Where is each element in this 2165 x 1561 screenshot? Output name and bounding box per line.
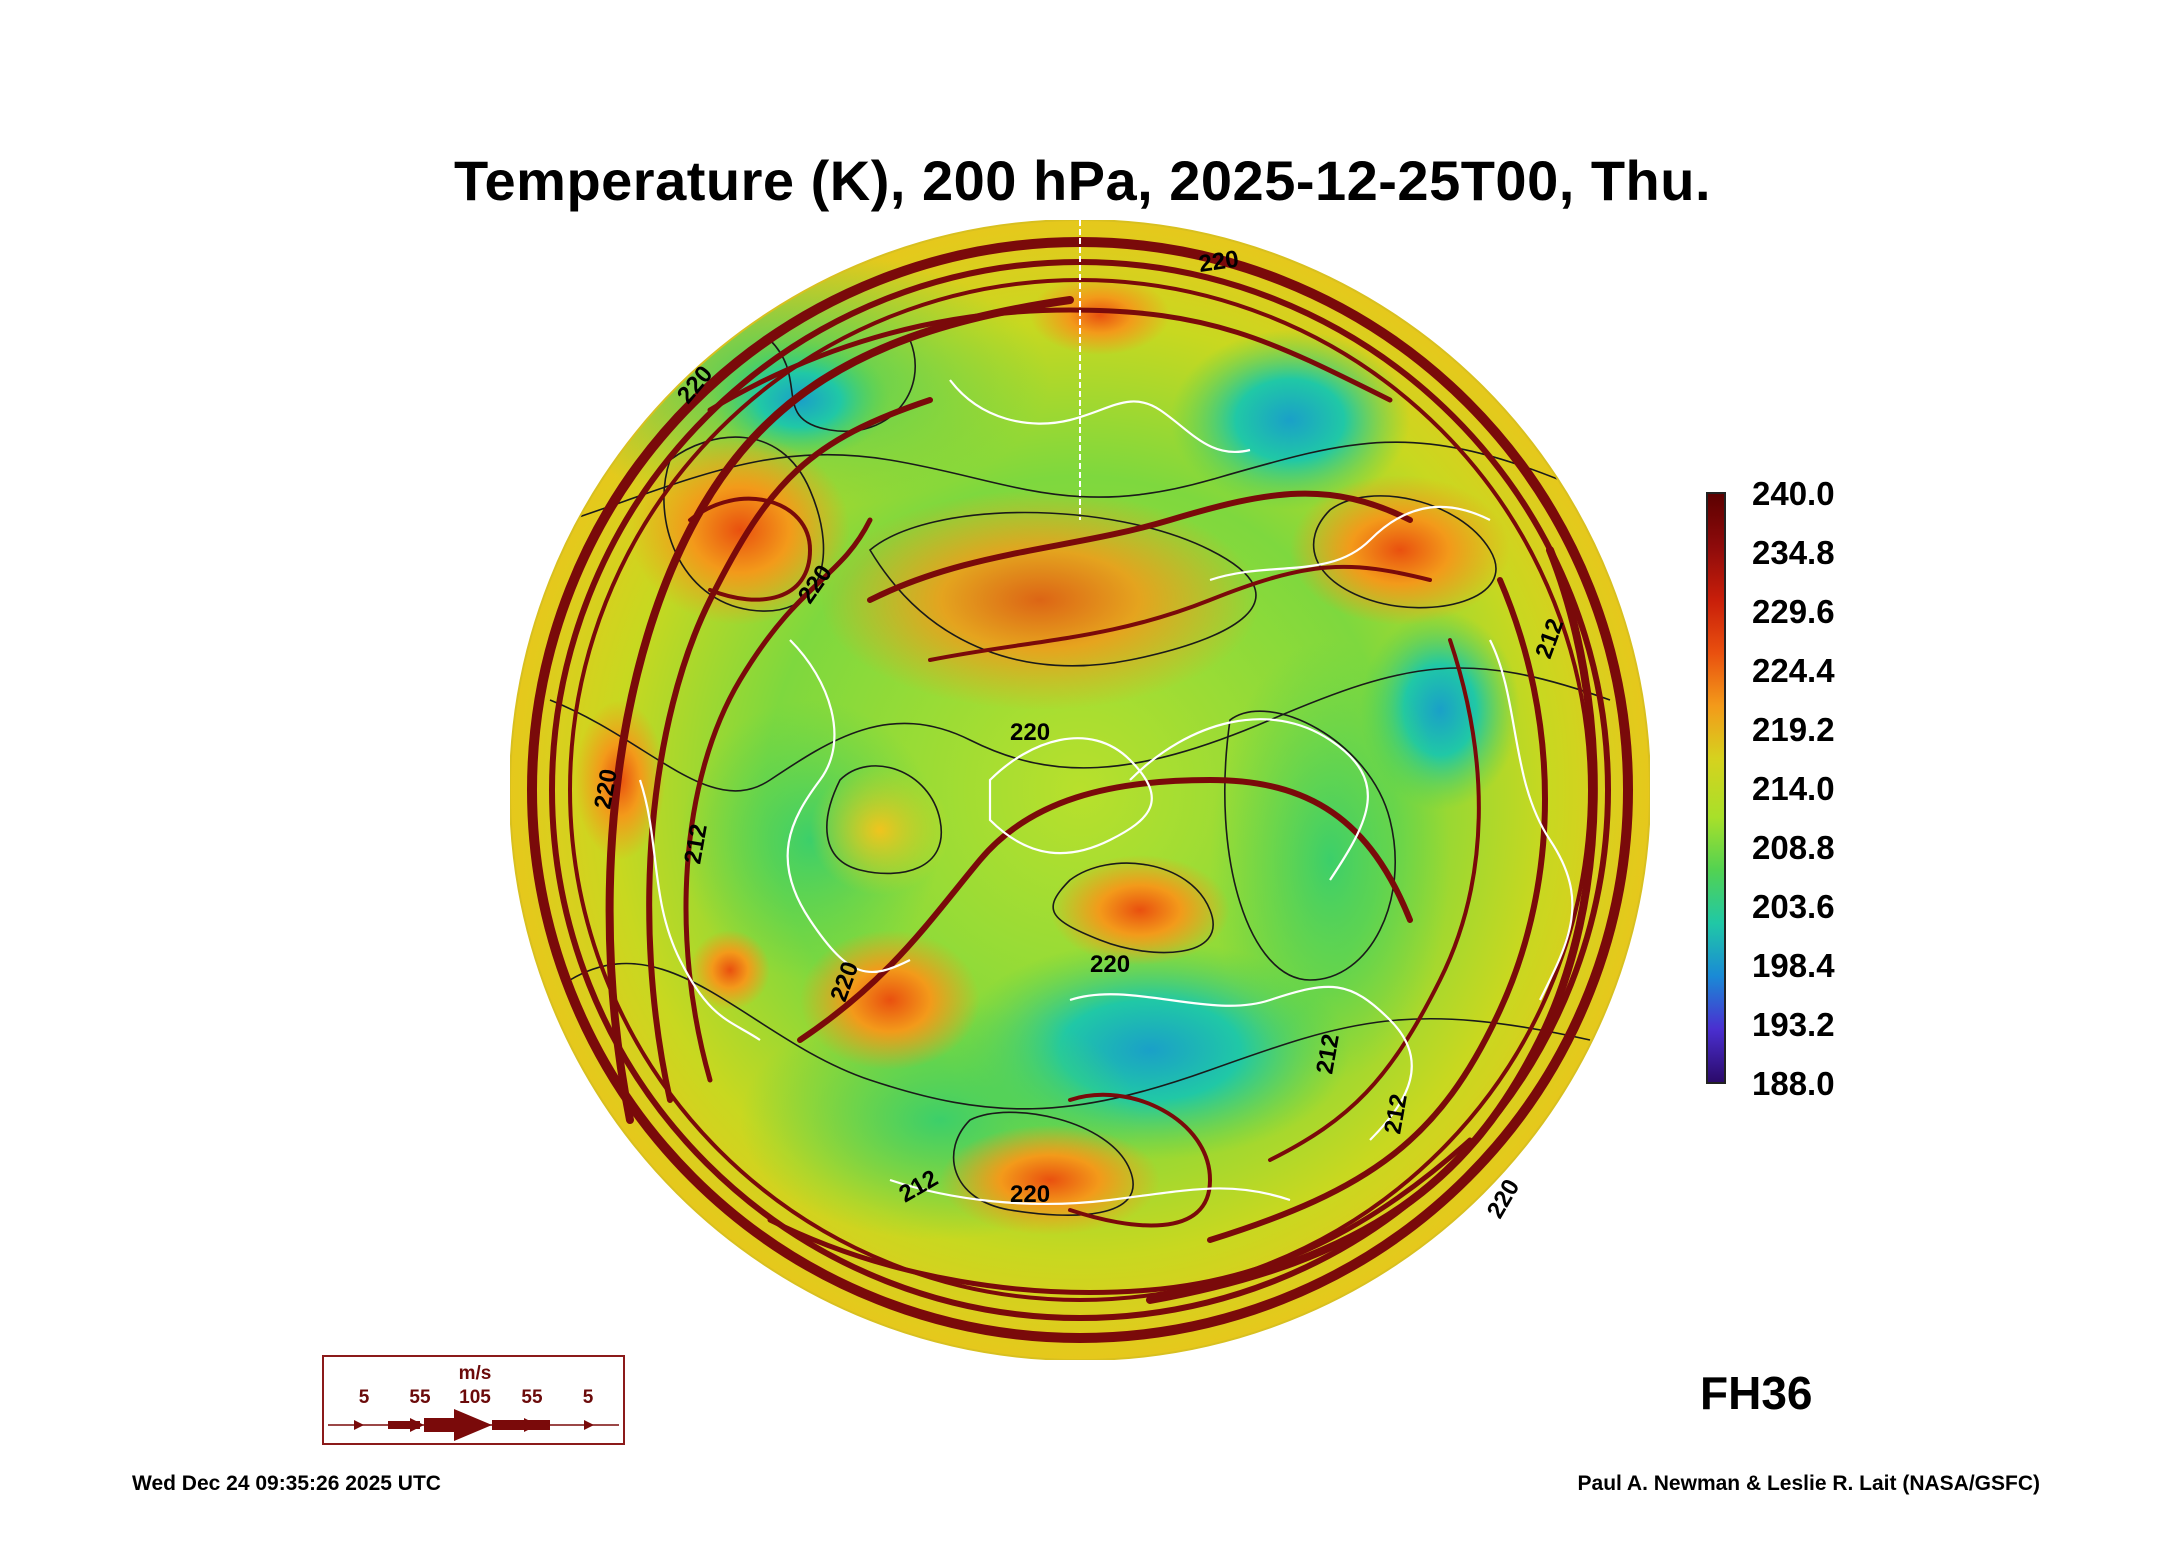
colorbar-label: 188.0 xyxy=(1752,1065,1835,1102)
coastlines xyxy=(638,379,1574,1206)
coastline-4 xyxy=(1129,718,1369,881)
isotherm-9 xyxy=(952,1111,1134,1216)
isotherm-10 xyxy=(1224,710,1396,981)
streamline-west-3 xyxy=(683,517,873,1083)
isotherm-2 xyxy=(549,667,1611,792)
wind-legend-speed: 55 xyxy=(409,1387,431,1408)
wind-legend-speed: 5 xyxy=(358,1387,370,1408)
polar-map-svg: 220 220 212 220 220 220 212 220 212 212 … xyxy=(509,219,1651,1361)
mild-region-1 xyxy=(810,765,950,895)
wind-legend-speed: 55 xyxy=(521,1387,543,1408)
contour-label: 220 xyxy=(1010,1181,1050,1208)
wind-legend-speed: 105 xyxy=(459,1387,491,1408)
streamline-middle-2 xyxy=(867,490,1413,603)
coastline-9 xyxy=(638,779,761,1041)
warm-region-4 xyxy=(1050,855,1230,965)
coastline-6 xyxy=(1069,985,1413,1141)
streamline-west-2 xyxy=(646,397,933,1103)
warm-region-9 xyxy=(690,930,770,1010)
colorbar-label: 219.2 xyxy=(1752,711,1835,748)
forecast-hour-label: FH36 xyxy=(1700,1367,1813,1419)
colorbar-label: 193.2 xyxy=(1752,1006,1835,1043)
colorbar-label: 208.8 xyxy=(1752,829,1835,866)
colorbar-label: 203.6 xyxy=(1752,888,1835,925)
warm-region-3 xyxy=(1290,475,1510,625)
isotherm-7 xyxy=(1052,862,1214,954)
streamline-south-1 xyxy=(767,1137,1473,1295)
coastline-5 xyxy=(1209,505,1491,582)
colorbar-label: 229.6 xyxy=(1752,593,1835,630)
warm-region-7 xyxy=(1030,275,1170,355)
streamline-vortex-1 xyxy=(688,496,813,602)
contour-label: 220 xyxy=(1197,246,1240,278)
warm-region-1 xyxy=(630,435,850,625)
coastline-1 xyxy=(949,379,1251,453)
streamline-west-1 xyxy=(605,296,1074,1124)
colorbar xyxy=(1706,492,1726,1084)
streamline-north-1 xyxy=(707,307,1393,413)
streamline-middle-3 xyxy=(928,564,1432,662)
coastline-7 xyxy=(889,1178,1291,1206)
polar-map: 220 220 212 220 220 220 212 220 212 212 … xyxy=(509,219,1651,1361)
cool-region-7 xyxy=(1210,640,1450,1080)
colorbar-label: 224.4 xyxy=(1752,652,1835,689)
wind-legend: m/s 5 55 105 55 5 xyxy=(322,1355,625,1445)
streamline-east-2 xyxy=(1207,577,1548,1243)
isotherm-5 xyxy=(868,511,1257,667)
contour-labels: 220 220 212 220 220 220 212 220 212 212 … xyxy=(589,246,1569,1223)
colorbar-label: 240.0 xyxy=(1752,475,1835,512)
credits: Paul A. Newman & Leslie R. Lait (NASA/GS… xyxy=(1577,1472,2040,1495)
contour-label: 220 xyxy=(1090,951,1130,978)
isotherm-11 xyxy=(769,339,916,433)
wind-legend-graphic xyxy=(328,1409,619,1441)
cool-region-3 xyxy=(1170,330,1410,510)
wind-legend-unit: m/s xyxy=(458,1363,492,1384)
streamline-vortex-2 xyxy=(1068,1092,1213,1228)
warm-region-2 xyxy=(820,490,1260,710)
colorbar-label: 198.4 xyxy=(1752,947,1835,984)
warm-region-5 xyxy=(800,930,980,1070)
wind-legend-speed: 5 xyxy=(582,1387,594,1408)
isotherm-8 xyxy=(826,765,943,875)
contour-label: 220 xyxy=(1010,719,1050,746)
coastline-3 xyxy=(988,737,1153,855)
streamline-east-3 xyxy=(1268,638,1481,1162)
isotherm-3 xyxy=(569,962,1591,1110)
colorbar-label: 214.0 xyxy=(1752,770,1835,807)
streamline-middle-1 xyxy=(797,776,1413,1043)
coastline-2 xyxy=(786,639,911,973)
warm-region-6 xyxy=(940,1125,1160,1235)
coastline-8 xyxy=(1489,639,1574,1001)
streamline-east-1 xyxy=(1146,546,1598,1304)
map-title: Temperature (K), 200 hPa, 2025-12-25T00,… xyxy=(453,149,1712,212)
colorbar-label: 234.8 xyxy=(1752,534,1835,571)
timestamp: Wed Dec 24 09:35:26 2025 UTC xyxy=(132,1472,441,1495)
